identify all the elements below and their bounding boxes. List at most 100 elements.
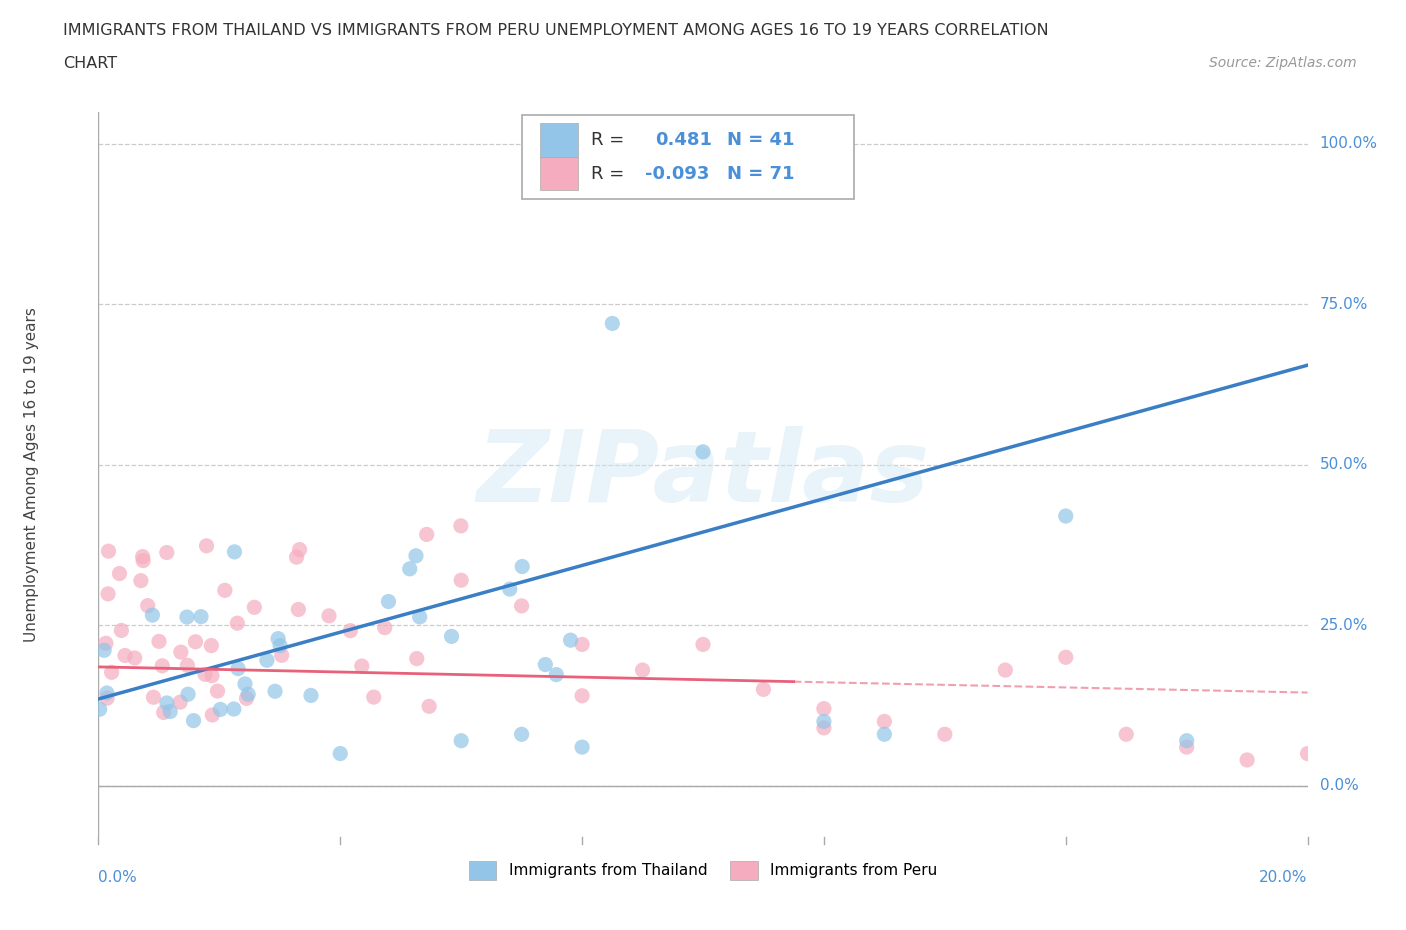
FancyBboxPatch shape: [540, 157, 578, 191]
Point: [510, 727, 533, 742]
Point: [156, 545, 179, 560]
Point: [405, 651, 427, 666]
Point: [560, 632, 582, 647]
Point: [499, 581, 522, 596]
Point: [183, 713, 205, 728]
Point: [1054, 650, 1077, 665]
Point: [299, 688, 322, 703]
Point: [1296, 746, 1319, 761]
Point: [571, 739, 593, 754]
Point: [201, 708, 224, 723]
Point: [813, 721, 835, 736]
Point: [813, 701, 835, 716]
Point: [96, 685, 118, 700]
Point: [267, 631, 290, 646]
Point: [184, 634, 207, 649]
Point: [108, 566, 131, 581]
Point: [374, 620, 396, 635]
Point: [377, 594, 399, 609]
Point: [243, 600, 266, 615]
Point: [873, 714, 896, 729]
Point: [934, 727, 956, 742]
Point: [350, 658, 373, 673]
Point: [207, 684, 229, 698]
Text: 0.0%: 0.0%: [98, 870, 138, 884]
Point: [1175, 739, 1198, 754]
Text: Unemployment Among Ages 16 to 19 years: Unemployment Among Ages 16 to 19 years: [24, 307, 39, 642]
Point: [226, 661, 249, 676]
Point: [200, 638, 222, 653]
Point: [813, 714, 835, 729]
Text: 20.0%: 20.0%: [1260, 870, 1308, 884]
Text: -0.093: -0.093: [645, 165, 710, 182]
Legend: Immigrants from Thailand, Immigrants from Peru: Immigrants from Thailand, Immigrants fro…: [461, 854, 945, 887]
Point: [546, 667, 568, 682]
Point: [398, 562, 420, 577]
Point: [270, 648, 292, 663]
Point: [264, 684, 287, 698]
Point: [571, 688, 593, 703]
Text: IMMIGRANTS FROM THAILAND VS IMMIGRANTS FROM PERU UNEMPLOYMENT AMONG AGES 16 TO 1: IMMIGRANTS FROM THAILAND VS IMMIGRANTS F…: [63, 23, 1049, 38]
Point: [873, 727, 896, 742]
Point: [405, 549, 427, 564]
Text: N = 71: N = 71: [727, 165, 794, 182]
Point: [288, 542, 311, 557]
Point: [148, 634, 170, 649]
Point: [450, 518, 472, 533]
Point: [110, 623, 132, 638]
Point: [129, 573, 152, 588]
Point: [93, 643, 115, 658]
Point: [169, 695, 191, 710]
Text: ZIPatlas: ZIPatlas: [477, 426, 929, 523]
Text: R =: R =: [591, 131, 624, 149]
Point: [318, 608, 340, 623]
Point: [194, 667, 217, 682]
Point: [510, 559, 533, 574]
Point: [692, 637, 714, 652]
Point: [510, 599, 533, 614]
Text: CHART: CHART: [63, 56, 117, 71]
Point: [132, 553, 155, 568]
Point: [692, 445, 714, 459]
Text: 75.0%: 75.0%: [1320, 297, 1368, 312]
Point: [233, 676, 256, 691]
Point: [131, 550, 153, 565]
Point: [415, 527, 437, 542]
Text: 50.0%: 50.0%: [1320, 458, 1368, 472]
Point: [142, 690, 165, 705]
Point: [287, 602, 309, 617]
Point: [418, 698, 440, 713]
Point: [571, 637, 593, 652]
Point: [89, 702, 111, 717]
Point: [1236, 752, 1258, 767]
Point: [96, 691, 118, 706]
Point: [752, 682, 775, 697]
Point: [329, 746, 352, 761]
Point: [214, 583, 236, 598]
Point: [994, 663, 1017, 678]
Text: 0.481: 0.481: [655, 131, 711, 149]
Point: [124, 650, 146, 665]
Point: [114, 648, 136, 663]
Point: [190, 609, 212, 624]
Text: Source: ZipAtlas.com: Source: ZipAtlas.com: [1209, 56, 1357, 70]
Point: [1115, 727, 1137, 742]
Text: 100.0%: 100.0%: [1320, 136, 1378, 152]
Point: [226, 616, 249, 631]
Point: [339, 623, 361, 638]
Point: [177, 686, 200, 701]
Point: [222, 701, 245, 716]
Point: [136, 598, 159, 613]
Point: [150, 658, 173, 673]
Point: [450, 733, 472, 748]
Point: [1054, 509, 1077, 524]
Point: [195, 538, 218, 553]
Point: [602, 316, 624, 331]
Point: [269, 638, 291, 653]
Text: N = 41: N = 41: [727, 131, 794, 149]
Point: [363, 690, 385, 705]
Point: [176, 609, 198, 624]
FancyBboxPatch shape: [522, 115, 855, 199]
Text: 0.0%: 0.0%: [1320, 778, 1358, 793]
Text: R =: R =: [591, 165, 624, 182]
